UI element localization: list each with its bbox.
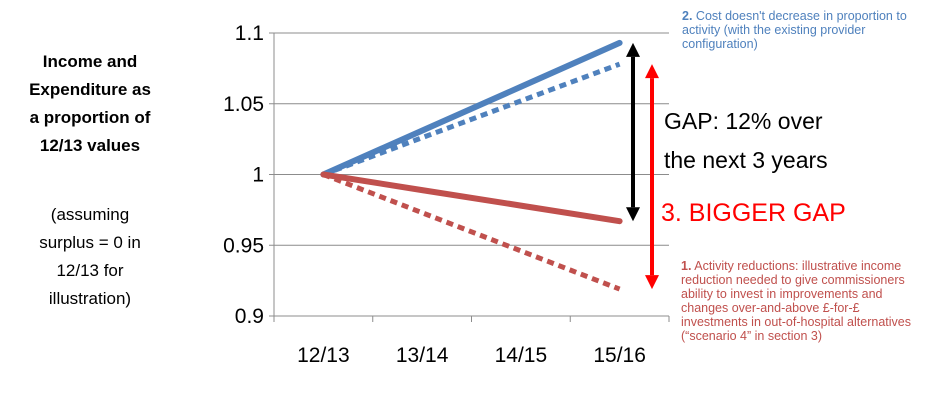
y-tick-label: 1.1	[235, 22, 264, 45]
y-tick-label: 0.95	[223, 234, 264, 257]
y-axis-title-line: 12/13 values	[39, 136, 141, 155]
cost-annotation-number: 2.	[682, 9, 693, 23]
y-axis-title-line: Expenditure as	[29, 80, 151, 99]
x-tick-label: 14/15	[495, 344, 548, 367]
activity-annotation-number: 1.	[681, 259, 692, 273]
arrow-head-top-bigger_gap_arrow	[645, 64, 659, 79]
y-axis-title-line: Income and	[42, 52, 138, 71]
arrow-head-bottom-bigger_gap_arrow	[645, 275, 659, 290]
gap-annotation-line: the next 3 years	[664, 147, 828, 173]
y-axis-title-line: a proportion of	[29, 108, 151, 127]
assumption-note-line: (assuming	[50, 205, 130, 224]
y-tick-label: 1	[252, 164, 264, 187]
activity-annotation: 1. Activity reductions: illustrative inc…	[681, 259, 926, 343]
bigger-gap-annotation: 3. BIGGER GAP	[661, 199, 846, 227]
activity-annotation-text: Activity reductions: illustrative income…	[681, 259, 911, 343]
assumption-note-line: 12/13 for	[56, 261, 124, 280]
series-lines	[320, 39, 623, 292]
x-tick-label: 15/16	[593, 344, 646, 367]
y-tick-label: 1.05	[223, 93, 264, 116]
arrow-head-top-gap_arrow	[626, 42, 640, 57]
axes	[269, 32, 670, 322]
assumption-note-line: surplus = 0 in	[39, 233, 141, 252]
cost-annotation-text: Cost doesn't decrease in proportion to a…	[682, 9, 907, 51]
series-line-income_dotted	[322, 172, 621, 292]
assumption-note: (assuming surplus = 0 in 12/13 for illus…	[20, 201, 160, 313]
tick-labels: 0.9 0.95 1 1.05 1.1 12/13 13/14 14/15 15/16	[223, 22, 646, 367]
x-tick-label: 12/13	[297, 344, 350, 367]
y-tick-label: 0.9	[235, 305, 264, 328]
gap-annotation-line: GAP: 12% over	[664, 108, 823, 134]
x-tick-label: 13/14	[396, 344, 449, 367]
gap-annotation: GAP: 12% over the next 3 years	[664, 102, 904, 180]
cost-annotation: 2. Cost doesn't decrease in proportion t…	[682, 9, 927, 51]
series-line-income_solid	[320, 171, 623, 225]
series-line-expenditure_solid	[320, 39, 623, 178]
gap-arrows	[626, 42, 659, 290]
series-line-expenditure_dotted	[322, 61, 621, 177]
arrow-head-bottom-gap_arrow	[626, 207, 640, 222]
assumption-note-line: illustration)	[48, 289, 132, 308]
y-axis-title: Income and Expenditure as a proportion o…	[20, 48, 160, 160]
